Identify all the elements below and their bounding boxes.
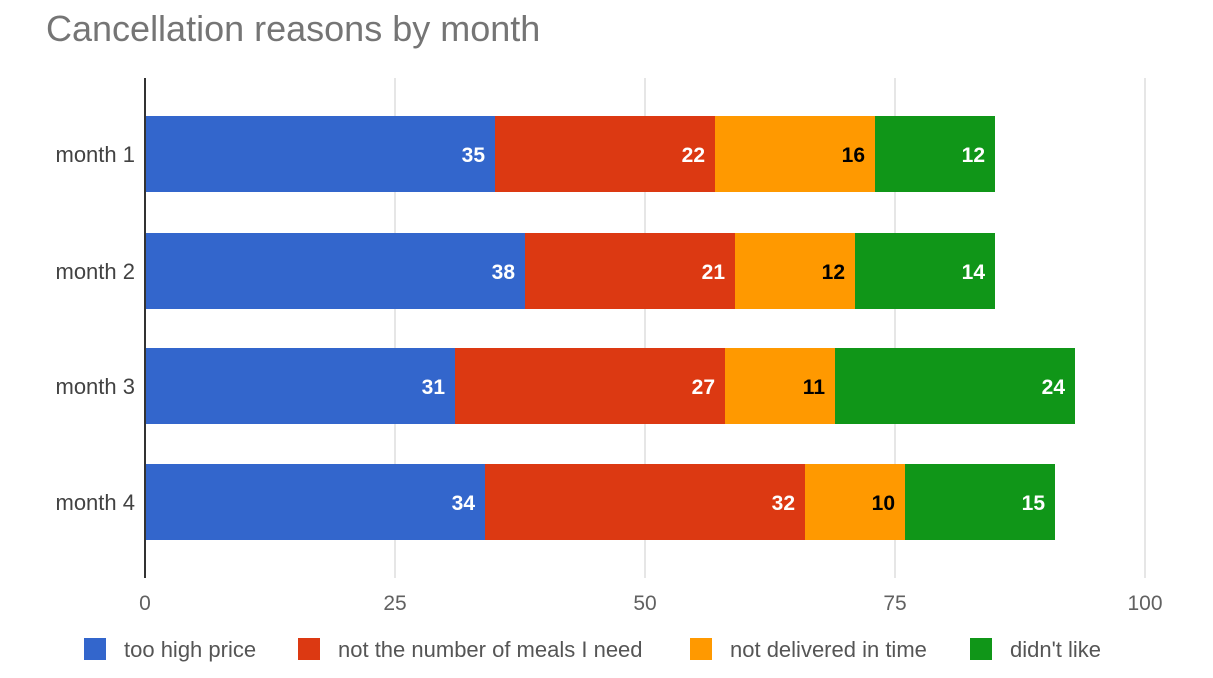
bar-segment-2-2[interactable]	[525, 233, 735, 309]
legend-swatch-1	[84, 638, 106, 660]
bar-segment-2-3[interactable]	[735, 233, 855, 309]
bar-segment-2-4[interactable]	[855, 233, 995, 309]
bar-segment-3-4[interactable]	[835, 348, 1075, 424]
bar-segment-3-2[interactable]	[455, 348, 725, 424]
data-label-1-4: 12	[962, 144, 985, 167]
data-label-2-1: 38	[492, 261, 516, 284]
bar-segment-4-1[interactable]	[145, 464, 485, 540]
data-label-2-3: 12	[822, 261, 845, 284]
chart-title: Cancellation reasons by month	[46, 8, 541, 49]
y-category-label-2: month 2	[56, 259, 136, 284]
y-category-label-1: month 1	[56, 142, 136, 167]
bar-segment-1-4[interactable]	[875, 116, 995, 192]
data-label-1-2: 22	[682, 144, 705, 167]
bar-segment-3-1[interactable]	[145, 348, 455, 424]
x-tick-label-50: 50	[633, 592, 656, 615]
data-label-3-1: 31	[422, 376, 446, 399]
data-label-4-3: 10	[872, 492, 895, 515]
y-category-label-4: month 4	[56, 490, 136, 515]
x-tick-label-75: 75	[883, 592, 906, 615]
y-category-label-3: month 3	[56, 374, 136, 399]
bar-segment-1-3[interactable]	[715, 116, 875, 192]
data-label-3-2: 27	[692, 376, 715, 399]
x-tick-label-0: 0	[139, 592, 151, 615]
data-label-4-1: 34	[452, 492, 476, 515]
legend-swatch-2	[298, 638, 320, 660]
data-label-1-3: 16	[842, 144, 865, 167]
data-label-4-4: 15	[1022, 492, 1046, 515]
data-label-2-4: 14	[962, 261, 986, 284]
data-label-2-2: 21	[702, 261, 726, 284]
legend-label-2: not the number of meals I need	[338, 637, 643, 662]
bar-segment-2-1[interactable]	[145, 233, 525, 309]
legend-swatch-3	[690, 638, 712, 660]
bar-segment-3-3[interactable]	[725, 348, 835, 424]
data-label-3-3: 11	[803, 376, 826, 399]
x-tick-label-25: 25	[383, 592, 406, 615]
bar-segment-4-4[interactable]	[905, 464, 1055, 540]
data-label-4-2: 32	[772, 492, 795, 515]
x-tick-label-100: 100	[1127, 592, 1162, 615]
data-label-1-1: 35	[462, 144, 486, 167]
legend-swatch-4	[970, 638, 992, 660]
bar-segment-4-2[interactable]	[485, 464, 805, 540]
legend-label-1: too high price	[124, 637, 256, 662]
bar-segment-1-1[interactable]	[145, 116, 495, 192]
bar-segment-1-2[interactable]	[495, 116, 715, 192]
data-label-3-4: 24	[1042, 376, 1066, 399]
bar-segment-4-3[interactable]	[805, 464, 905, 540]
legend-label-3: not delivered in time	[730, 637, 927, 662]
legend-label-4: didn't like	[1010, 637, 1101, 662]
